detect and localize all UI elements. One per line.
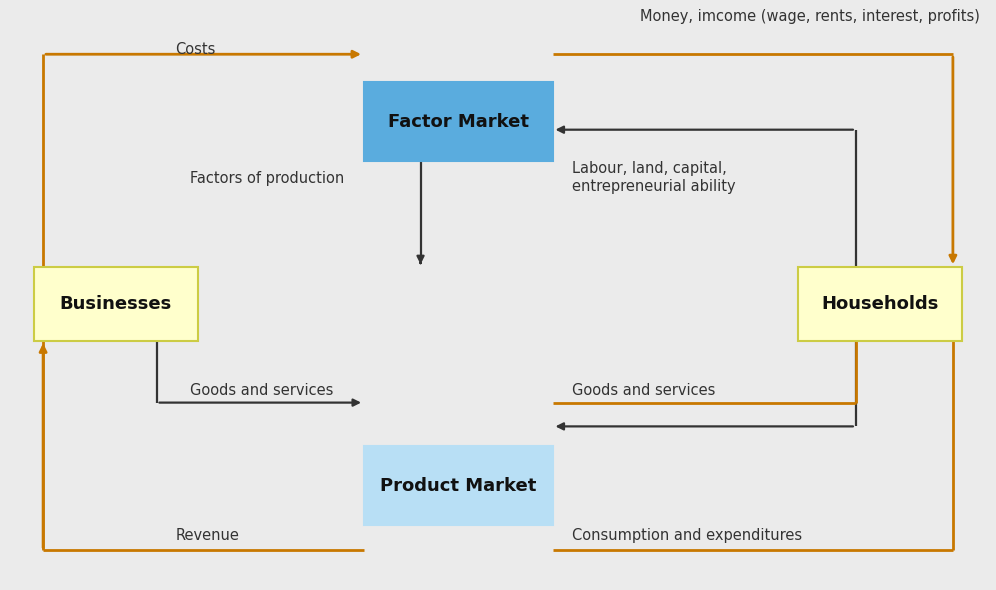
Text: Costs: Costs bbox=[175, 42, 215, 57]
Text: Businesses: Businesses bbox=[60, 295, 171, 313]
Text: Factor Market: Factor Market bbox=[387, 113, 529, 131]
FancyBboxPatch shape bbox=[364, 446, 553, 526]
Text: Money, imcome (wage, rents, interest, profits): Money, imcome (wage, rents, interest, pr… bbox=[639, 9, 980, 24]
FancyBboxPatch shape bbox=[34, 267, 197, 340]
Text: Revenue: Revenue bbox=[175, 529, 239, 543]
Text: Labour, land, capital,
entrepreneurial ability: Labour, land, capital, entrepreneurial a… bbox=[573, 161, 736, 194]
Text: Product Market: Product Market bbox=[380, 477, 537, 495]
FancyBboxPatch shape bbox=[799, 267, 962, 340]
Text: Goods and services: Goods and services bbox=[190, 383, 334, 398]
Text: Goods and services: Goods and services bbox=[573, 383, 716, 398]
Text: Households: Households bbox=[822, 295, 939, 313]
Text: Consumption and expenditures: Consumption and expenditures bbox=[573, 529, 803, 543]
Text: Factors of production: Factors of production bbox=[190, 171, 345, 186]
FancyBboxPatch shape bbox=[364, 82, 553, 162]
